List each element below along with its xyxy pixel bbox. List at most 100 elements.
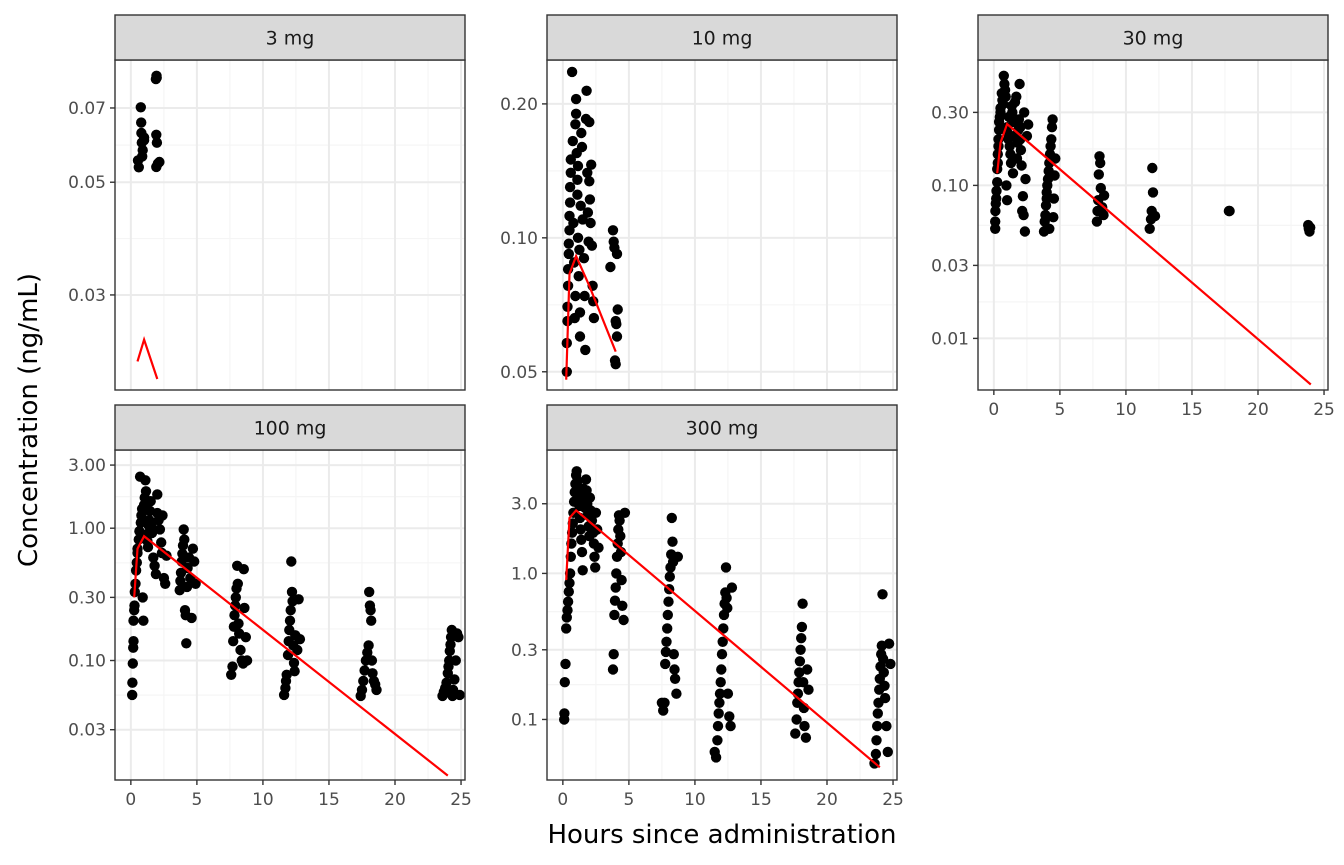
data-point (1144, 223, 1155, 234)
data-point (570, 108, 582, 120)
data-point (1047, 114, 1058, 125)
data-point (870, 748, 882, 760)
data-point (286, 556, 297, 567)
data-point (450, 655, 461, 666)
data-point (1149, 210, 1161, 222)
data-point (150, 568, 162, 580)
x-tick-label: 5 (1054, 400, 1065, 420)
data-point (364, 586, 375, 598)
data-point (146, 520, 157, 531)
data-point (292, 644, 303, 656)
data-point (1095, 157, 1106, 169)
data-point (579, 290, 590, 302)
data-point (149, 560, 160, 571)
data-point (1305, 222, 1316, 233)
data-point (722, 688, 734, 699)
data-point (453, 632, 464, 643)
data-point (1007, 168, 1019, 179)
data-point (563, 238, 574, 249)
data-point (454, 689, 465, 701)
data-point (580, 474, 592, 485)
data-point (1001, 180, 1012, 191)
data-point (672, 551, 683, 562)
y-tick-label: 0.05 (500, 363, 538, 383)
data-point (137, 145, 148, 156)
data-point (128, 615, 139, 626)
data-point (662, 623, 673, 634)
data-point (1224, 205, 1235, 217)
data-point (590, 562, 601, 573)
data-point (286, 586, 298, 598)
data-point (712, 720, 724, 732)
data-point (616, 574, 627, 586)
facet-strip-label: 30 mg (1123, 28, 1184, 50)
x-tick-label: 0 (125, 790, 136, 810)
data-point (1044, 223, 1055, 234)
data-point (1093, 169, 1105, 180)
y-tick-label: 0.10 (68, 652, 106, 672)
data-point (669, 673, 681, 684)
data-point (135, 102, 146, 113)
y-tick-label: 0.10 (500, 229, 538, 249)
data-point (371, 684, 382, 696)
data-point (281, 669, 292, 680)
data-point (1000, 91, 1011, 102)
data-point (710, 752, 722, 763)
data-point (564, 181, 576, 193)
x-tick-label: 15 (1181, 400, 1203, 420)
data-point (712, 735, 723, 746)
data-point (724, 711, 735, 722)
facet-panel-300-mg: 300 mg 0.1 0.3 1.0 3.0 0 5 10 15 20 25 (511, 404, 904, 810)
data-point (1048, 212, 1059, 223)
data-point (129, 600, 140, 611)
y-tick-label: 1.00 (68, 519, 106, 539)
data-point (190, 578, 201, 589)
data-point (137, 592, 148, 603)
data-point (617, 600, 628, 611)
data-point (722, 602, 733, 614)
data-point (574, 307, 586, 318)
model-line (565, 508, 881, 769)
panel-background (547, 60, 897, 390)
data-point (618, 614, 629, 626)
x-tick-label: 5 (191, 790, 202, 810)
data-point (582, 207, 594, 218)
data-point (138, 615, 149, 626)
data-point (560, 658, 571, 670)
x-tick-label: 5 (623, 790, 634, 810)
data-point (593, 542, 604, 553)
data-point (871, 735, 882, 746)
data-point (571, 466, 582, 477)
y-tick-label: 0.05 (68, 173, 106, 193)
data-point (294, 634, 306, 645)
data-point (441, 677, 452, 688)
y-tick-label: 0.03 (68, 721, 106, 741)
data-point (156, 537, 167, 548)
data-point (576, 534, 587, 545)
data-point (881, 720, 892, 732)
y-tick-label: 0.01 (931, 329, 969, 349)
data-point (799, 720, 810, 732)
data-point (226, 669, 237, 680)
data-point (610, 359, 621, 370)
data-point (356, 684, 368, 696)
data-point (582, 167, 593, 178)
data-point (879, 692, 891, 704)
data-point (146, 527, 158, 539)
data-point (293, 594, 304, 605)
data-point (614, 515, 625, 526)
data-point (568, 217, 579, 229)
data-point (227, 661, 238, 672)
data-point (178, 524, 189, 535)
data-point (714, 688, 726, 699)
data-point (563, 248, 574, 260)
data-point (151, 72, 162, 83)
model-line (136, 335, 159, 380)
data-point (241, 655, 253, 666)
model-line (565, 253, 617, 380)
data-point (138, 135, 150, 146)
y-tick-label: 0.30 (931, 103, 969, 123)
panel-background (115, 60, 465, 390)
data-point (721, 592, 732, 604)
data-point (366, 655, 378, 666)
